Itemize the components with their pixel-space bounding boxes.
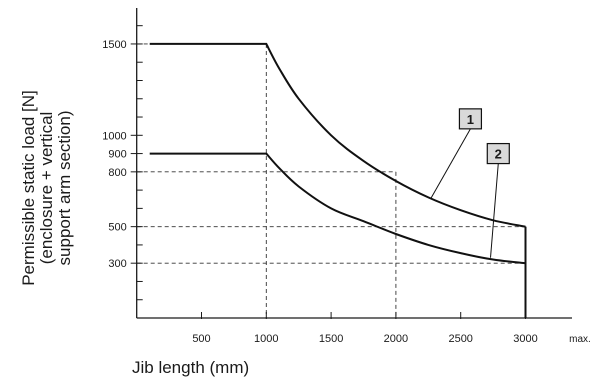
y-tick-label-900: 900 — [108, 149, 126, 161]
x-max-label: max. — [569, 334, 591, 345]
callout-1-box — [458, 108, 483, 130]
reference-lines — [136, 43, 526, 318]
x-tick-label-500: 500 — [192, 333, 210, 345]
y-axis-title-line-3: support arm section) — [55, 111, 74, 266]
series-2-line — [149, 152, 526, 265]
series-1-line — [149, 42, 526, 228]
y-axis-title: Permissible static load [N] (enclosure +… — [19, 90, 74, 286]
y-tick-label-1500: 1500 — [102, 39, 126, 51]
y-tick-label-500: 500 — [108, 222, 126, 234]
callout-2-label: 2 — [495, 147, 502, 162]
y-tick-label-1000: 1000 — [102, 130, 126, 142]
x-tick-label-2000: 2000 — [384, 333, 408, 345]
series — [149, 42, 527, 318]
y-tick-label-800: 800 — [108, 167, 126, 179]
ticks: 500 1000 1500 2000 2500 3000 300 500 800 900 1000 1… — [102, 25, 538, 345]
callout-1-leader — [430, 128, 471, 199]
x-tick-label-1000: 1000 — [254, 333, 278, 345]
series-callouts: 12 — [430, 108, 510, 258]
y-tick-label-300: 300 — [108, 258, 126, 270]
axes — [136, 8, 572, 319]
x-axis-title: Jib length (mm) — [132, 358, 249, 377]
x-tick-label-2500: 2500 — [448, 333, 472, 345]
x-tick-label-1500: 1500 — [319, 333, 343, 345]
callout-2-leader — [490, 163, 499, 258]
y-axis-title-line-2: (enclosure + vertical — [37, 112, 56, 265]
callout-2-box — [486, 142, 510, 165]
callout-1-label: 1 — [467, 112, 474, 127]
x-tick-label-3000: 3000 — [513, 333, 537, 345]
y-axis-title-line-1: Permissible static load [N] — [19, 90, 38, 286]
